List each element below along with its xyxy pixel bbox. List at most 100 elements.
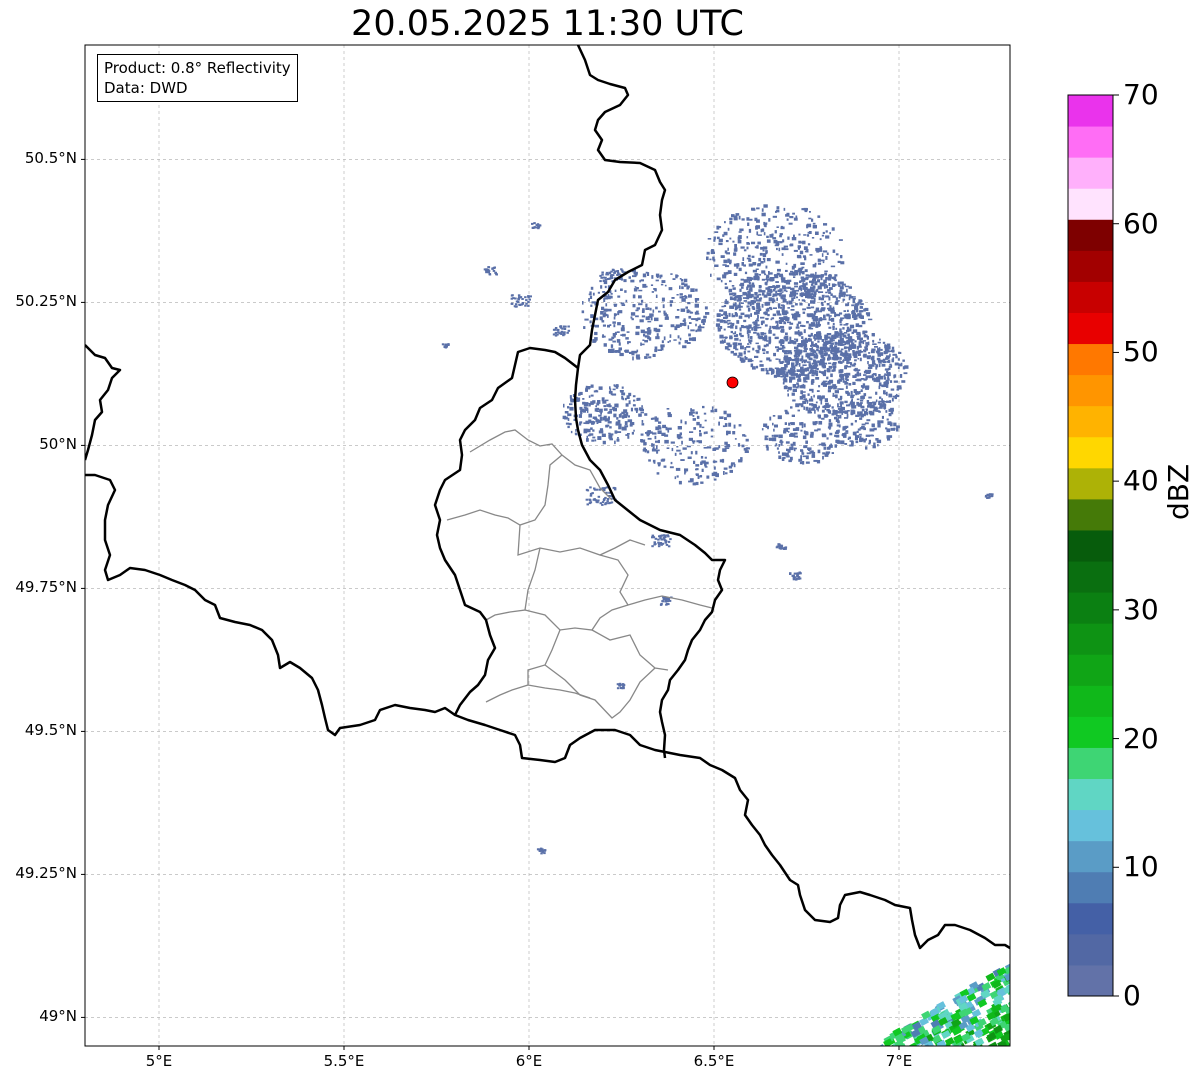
echo-pixel: [802, 283, 807, 286]
echo-pixel: [987, 493, 991, 496]
echo-pixel: [850, 441, 854, 445]
echo-pixel: [595, 500, 599, 503]
echo-pixel: [891, 398, 894, 402]
echo-pixel: [804, 269, 808, 273]
echo-pixel: [647, 329, 652, 334]
echo-pixel: [791, 297, 794, 302]
echo-pixel: [589, 295, 593, 299]
echo-pixel: [641, 405, 643, 408]
echo-pixel: [617, 295, 621, 298]
echo-pixel: [734, 305, 737, 307]
echo-pixel: [845, 323, 849, 325]
echo-pixel: [866, 355, 871, 360]
echo-pixel: [820, 400, 823, 405]
echo-pixel: [747, 222, 750, 226]
echo-pixel: [780, 277, 786, 281]
echo-pixel: [679, 337, 682, 341]
echo-pixel: [538, 224, 541, 227]
echo-pixel: [828, 274, 832, 276]
echo-pixel: [676, 446, 679, 448]
echo-pixel: [817, 262, 822, 265]
echo-pixel: [839, 335, 842, 339]
echo-pixel: [857, 358, 860, 360]
storm-cell-pixel: [956, 1042, 967, 1046]
storm-cell-pixel: [960, 1014, 971, 1024]
echo-pixel: [740, 334, 744, 338]
echo-pixel: [642, 308, 645, 312]
echo-pixel: [784, 373, 789, 378]
echo-pixel: [848, 358, 851, 361]
echo-pixel: [854, 359, 857, 362]
echo-pixel: [644, 449, 647, 453]
echo-pixel: [674, 452, 677, 456]
echo-pixel: [891, 349, 895, 353]
echo-pixel: [623, 409, 628, 414]
echo-pixel: [747, 254, 751, 258]
echo-pixel: [862, 413, 866, 417]
echo-pixel: [781, 294, 786, 298]
echo-pixel: [642, 273, 647, 278]
echo-pixel: [864, 346, 868, 349]
echo-pixel: [802, 461, 805, 465]
echo-pixel: [611, 393, 617, 396]
echo-pixel: [890, 407, 894, 411]
echo-pixel: [743, 249, 747, 252]
echo-pixel: [740, 278, 744, 281]
echo-pixel: [800, 371, 805, 373]
echo-pixel: [604, 312, 607, 315]
echo-pixel: [605, 502, 608, 505]
echo-pixel: [834, 284, 837, 286]
echo-pixel: [515, 300, 519, 303]
echo-pixel: [521, 298, 524, 300]
echo-pixel: [877, 348, 881, 352]
echo-pixel: [697, 328, 702, 332]
echo-pixel: [728, 322, 732, 325]
echo-pixel: [800, 449, 804, 452]
echo-pixel: [667, 427, 672, 430]
echo-pixel: [602, 313, 606, 318]
echo-pixel: [592, 416, 597, 419]
echo-pixel: [850, 394, 854, 399]
echo-pixel: [679, 296, 684, 299]
echo-pixel: [812, 226, 817, 229]
echo-pixel: [807, 373, 810, 377]
echo-pixel: [744, 347, 747, 351]
echo-pixel: [599, 416, 603, 421]
echo-pixel: [878, 410, 881, 413]
echo-pixel: [730, 330, 733, 334]
echo-pixel: [835, 394, 838, 399]
echo-pixel: [580, 408, 585, 413]
echo-pixel: [728, 312, 731, 317]
echo-pixel: [768, 336, 772, 340]
echo-pixel: [766, 235, 769, 238]
echo-pixel: [761, 428, 764, 431]
echo-pixel: [750, 304, 752, 307]
echo-pixel: [622, 333, 626, 337]
echo-pixel: [552, 328, 556, 331]
echo-pixel: [778, 451, 780, 454]
axis-ticks: [81, 158, 900, 1050]
echo-pixel: [647, 320, 652, 323]
echo-pixel: [713, 239, 716, 242]
echo-pixel: [664, 540, 668, 543]
echo-pixel: [774, 230, 777, 234]
echo-pixel: [886, 391, 888, 396]
echo-pixel: [668, 287, 673, 291]
echo-pixel: [791, 376, 796, 380]
echo-pixel: [771, 317, 775, 320]
echo-pixel: [861, 425, 865, 428]
echo-pixel: [714, 408, 718, 413]
echo-pixel: [844, 365, 847, 370]
echo-pixel: [831, 334, 833, 338]
echo-pixel: [650, 284, 654, 286]
echo-pixel: [827, 380, 831, 385]
echo-pixel: [698, 440, 702, 444]
echo-pixel: [754, 292, 758, 296]
echo-pixel: [613, 303, 618, 306]
echo-pixel: [872, 445, 876, 449]
echo-pixel: [654, 317, 659, 322]
echo-pixel: [761, 320, 765, 324]
echo-pixel: [705, 312, 710, 315]
echo-pixel: [864, 330, 868, 333]
echo-pixel: [766, 446, 769, 451]
